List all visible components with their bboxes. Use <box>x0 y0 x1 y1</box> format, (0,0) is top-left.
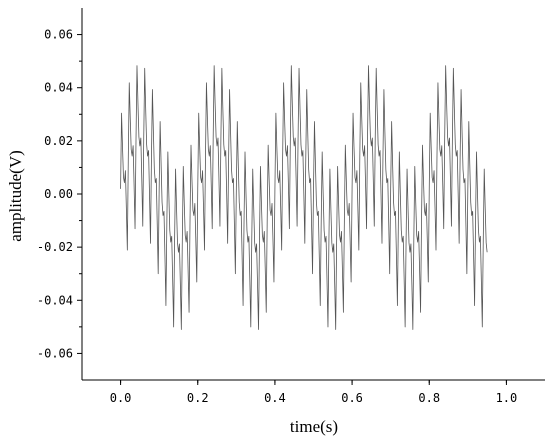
x-tick-label: 0.4 <box>264 391 286 405</box>
y-tick-label: 0.00 <box>44 187 73 201</box>
series-line <box>120 65 488 330</box>
y-axis-ticks: -0.06 -0.04 -0.02 0.00 0.02 0.04 0.06 <box>37 28 82 360</box>
y-tick-label: -0.02 <box>37 240 73 254</box>
y-axis-title: amplitude(V) <box>6 150 25 242</box>
x-tick-label: 1.0 <box>496 391 518 405</box>
series-group <box>120 65 488 330</box>
x-axis-ticks: 0.0 0.2 0.4 0.6 0.8 1.0 <box>110 380 518 405</box>
x-tick-label: 0.2 <box>187 391 209 405</box>
x-tick-label: 0.8 <box>418 391 440 405</box>
y-tick-label: 0.04 <box>44 81 73 95</box>
x-tick-label: 0.0 <box>110 391 132 405</box>
y-tick-label: -0.06 <box>37 346 73 360</box>
y-tick-label: 0.02 <box>44 134 73 148</box>
x-axis-title: time(s) <box>290 417 338 436</box>
y-tick-label: -0.04 <box>37 293 73 307</box>
y-tick-label: 0.06 <box>44 28 73 42</box>
x-tick-label: 0.6 <box>341 391 363 405</box>
